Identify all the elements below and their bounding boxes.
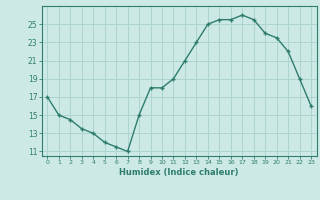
X-axis label: Humidex (Indice chaleur): Humidex (Indice chaleur) bbox=[119, 168, 239, 177]
